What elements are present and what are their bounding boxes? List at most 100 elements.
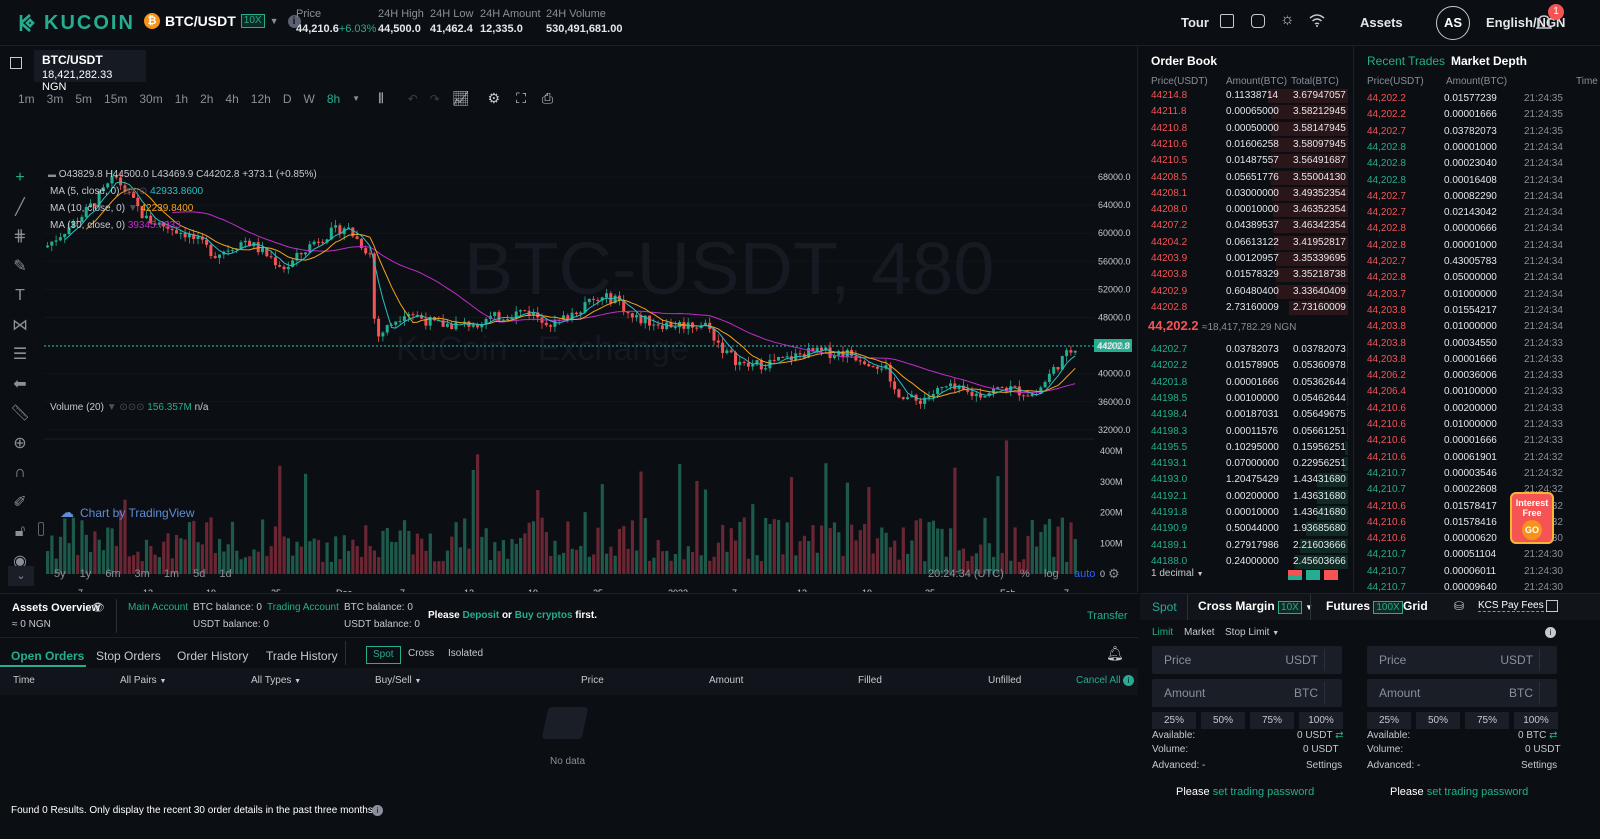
- ask-row[interactable]: 44203.9 0.00120957 3.35339695: [1140, 251, 1348, 267]
- ask-row[interactable]: 44208.0 0.00010000 3.46352354: [1140, 202, 1348, 218]
- tab-grid[interactable]: Grid: [1403, 599, 1428, 613]
- chevron-down-icon[interactable]: ▼: [127, 203, 138, 214]
- buy-price-stepper[interactable]: [1324, 649, 1338, 671]
- buy-amount-stepper[interactable]: [1324, 682, 1338, 704]
- buy-pct-50[interactable]: 50%: [1201, 712, 1245, 729]
- main-account-link[interactable]: Main Account: [128, 602, 189, 613]
- log-toggle[interactable]: log: [1044, 568, 1059, 580]
- bid-row[interactable]: 44202.2 0.01578905 0.05360978: [1140, 358, 1348, 374]
- trading-account-link[interactable]: Trading Account: [267, 602, 339, 613]
- tf-1m[interactable]: 1m: [18, 91, 35, 106]
- support-icon[interactable]: [1251, 14, 1265, 28]
- indicators-icon[interactable]: 📈︎: [451, 90, 470, 106]
- tf-30m[interactable]: 30m: [139, 91, 163, 106]
- bid-row[interactable]: 44193.1 0.07000000 0.22956251: [1140, 456, 1348, 472]
- tf-2h[interactable]: 2h: [200, 91, 214, 106]
- sell-pct-25[interactable]: 25%: [1367, 712, 1411, 729]
- back-arrow-icon[interactable]: ⬅: [13, 375, 27, 393]
- bid-row[interactable]: 44198.4 0.00187031 0.05649675: [1140, 407, 1348, 423]
- tf-12h[interactable]: 12h: [250, 91, 271, 106]
- text-icon[interactable]: T: [15, 287, 25, 304]
- sell-settings[interactable]: Settings: [1521, 760, 1558, 771]
- sell-pct-75[interactable]: 75%: [1465, 712, 1509, 729]
- ruler-icon[interactable]: 📏︎: [9, 405, 31, 422]
- legend-controls-icon[interactable]: ▼ ⊙⊙⊙: [106, 402, 145, 413]
- buy-pct-75[interactable]: 75%: [1250, 712, 1294, 729]
- tab-spot[interactable]: Spot: [1152, 600, 1177, 614]
- chevron-down-icon[interactable]: ▼: [352, 94, 361, 103]
- tf-d[interactable]: D: [282, 91, 292, 106]
- candle-type-icon[interactable]: ⫼: [378, 91, 384, 105]
- buy-settings[interactable]: Settings: [1306, 760, 1343, 771]
- range-5d[interactable]: 5d: [193, 568, 206, 580]
- tf-w[interactable]: W: [303, 91, 315, 106]
- legend-controls-icon[interactable]: ⊙⊙⊙: [122, 186, 148, 197]
- collapse-chevron-icon[interactable]: ⌄: [8, 566, 34, 586]
- lock-icon[interactable]: 🔓︎: [14, 523, 26, 540]
- trend-line-icon[interactable]: ╱: [15, 198, 25, 216]
- tf-5m[interactable]: 5m: [75, 91, 93, 106]
- ask-row[interactable]: 44214.8 0.11338714 3.67947057: [1140, 88, 1348, 104]
- tab-trade-history[interactable]: Trade History: [266, 649, 338, 663]
- bid-row[interactable]: 44189.1 0.27917986 2.21603666: [1140, 538, 1348, 554]
- ask-row[interactable]: 44203.8 0.01578329 3.35218738: [1140, 267, 1348, 283]
- assets-link[interactable]: Assets: [1360, 15, 1403, 30]
- bid-row[interactable]: 44202.7 0.03782073 0.03782073: [1140, 342, 1348, 358]
- range-3m[interactable]: 3m: [134, 568, 150, 580]
- tf-15m[interactable]: 15m: [104, 91, 128, 106]
- lock-drawing-icon[interactable]: ✐: [13, 493, 27, 511]
- ask-row[interactable]: 44210.8 0.00050000 3.58147945: [1140, 121, 1348, 137]
- buy-set-password-link[interactable]: set trading password: [1212, 786, 1315, 798]
- ask-row[interactable]: 44210.6 0.01606258 3.58097945: [1140, 137, 1348, 153]
- buy-amount-input[interactable]: Amount BTC: [1152, 679, 1342, 707]
- range-1y[interactable]: 1y: [79, 568, 92, 580]
- type-market[interactable]: Market: [1184, 627, 1215, 638]
- ask-row[interactable]: 44208.5 0.05651776 3.55004130: [1140, 170, 1348, 186]
- type-stop-limit[interactable]: Stop Limit ▼: [1225, 627, 1279, 638]
- buy-pct-100[interactable]: 100%: [1299, 712, 1343, 729]
- col-all-pairs[interactable]: All Pairs ▼: [120, 675, 166, 686]
- ask-row[interactable]: 44208.1 0.03000000 3.49352354: [1140, 186, 1348, 202]
- chart-settings-icon[interactable]: ⚙: [1108, 566, 1120, 581]
- ask-row[interactable]: 44207.2 0.04389537 3.46342354: [1140, 218, 1348, 234]
- eye-icon[interactable]: ◉: [13, 552, 27, 570]
- prediction-icon[interactable]: ☰: [12, 346, 28, 363]
- ask-row[interactable]: 44202.9 0.60480400 3.33640409: [1140, 284, 1348, 300]
- tab-recent-trades[interactable]: Recent Trades: [1367, 54, 1446, 68]
- sell-price-stepper[interactable]: [1539, 649, 1553, 671]
- bid-row[interactable]: 44201.8 0.00001666 0.05362644: [1140, 375, 1348, 391]
- filter-isolated[interactable]: Isolated: [448, 648, 484, 659]
- bid-row[interactable]: 44198.5 0.00100000 0.05462644: [1140, 391, 1348, 407]
- zoom-icon[interactable]: ⊕: [13, 434, 27, 452]
- bell-icon[interactable]: 🔔︎: [1106, 645, 1124, 661]
- cancel-all-button[interactable]: Cancel All: [1076, 675, 1121, 686]
- bid-row[interactable]: 44192.1 0.00200000 1.43631680: [1140, 489, 1348, 505]
- tab-open-orders[interactable]: Open Orders: [11, 649, 85, 663]
- kucoin-logo[interactable]: KUCOIN: [16, 11, 135, 35]
- kcs-checkbox[interactable]: [1546, 600, 1558, 612]
- buy-price-input[interactable]: Price USDT: [1152, 646, 1342, 674]
- range-5y[interactable]: 5y: [54, 568, 66, 580]
- deposit-link[interactable]: Deposit: [462, 610, 500, 621]
- orders-icon[interactable]: [1220, 14, 1234, 28]
- bell-icon[interactable]: [1536, 13, 1552, 31]
- tf-3m[interactable]: 3m: [46, 91, 64, 106]
- sell-advanced[interactable]: Advanced: -: [1367, 760, 1421, 771]
- info-icon[interactable]: i: [287, 14, 301, 28]
- range-6m[interactable]: 6m: [105, 568, 121, 580]
- type-limit[interactable]: Limit: [1152, 627, 1174, 638]
- camera-icon[interactable]: ⎙: [541, 90, 554, 106]
- range-1m[interactable]: 1m: [163, 568, 180, 580]
- tf-4h[interactable]: 4h: [225, 91, 239, 106]
- tf-8h[interactable]: 8h: [326, 91, 341, 106]
- fib-icon[interactable]: ⋕: [13, 228, 27, 245]
- bid-row[interactable]: 44191.8 0.00010000 1.43641680: [1140, 505, 1348, 521]
- percent-toggle[interactable]: %: [1020, 568, 1030, 580]
- theme-sun-icon[interactable]: ☼: [1280, 11, 1295, 28]
- sell-amount-stepper[interactable]: [1539, 682, 1553, 704]
- tab-cross-margin[interactable]: Cross Margin 10X ▼: [1198, 599, 1313, 614]
- tab-market-depth[interactable]: Market Depth: [1451, 54, 1528, 68]
- info-icon[interactable]: i: [1545, 627, 1556, 638]
- bid-row[interactable]: 44195.5 0.10295000 0.15956251: [1140, 440, 1348, 456]
- ask-row[interactable]: 44204.2 0.06613122 3.41952817: [1140, 235, 1348, 251]
